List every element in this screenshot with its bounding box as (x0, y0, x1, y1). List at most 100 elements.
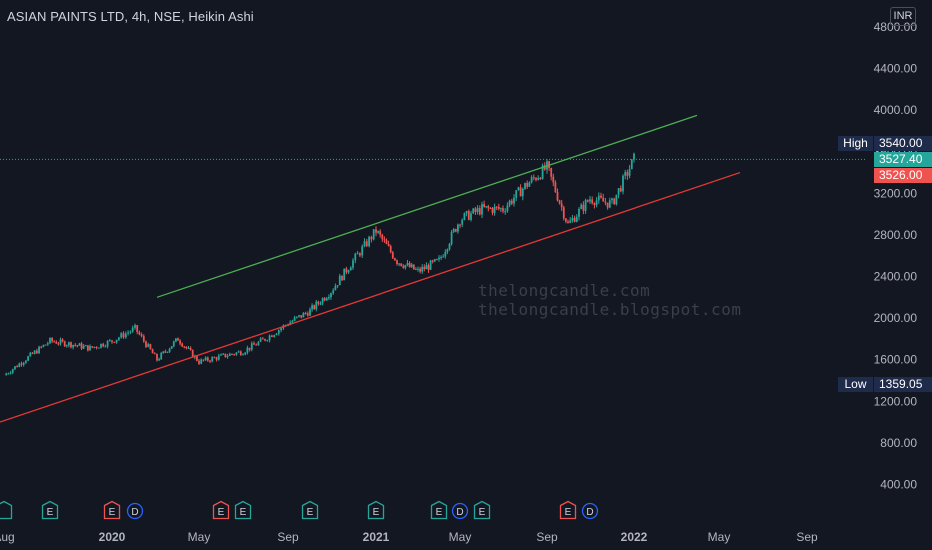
candle-body (183, 346, 186, 348)
candle-body (504, 211, 507, 213)
candle-body (628, 169, 631, 176)
earnings-event-icon[interactable]: E (367, 500, 385, 520)
candle-body (562, 207, 565, 219)
candle-body (80, 343, 83, 349)
earnings-event-icon[interactable]: E (212, 500, 230, 520)
candle-body (510, 200, 513, 204)
candle-body (370, 236, 373, 240)
trendlines[interactable] (0, 114, 741, 423)
candle-body (454, 229, 457, 232)
candle-body (483, 204, 485, 207)
candle-body (465, 211, 468, 214)
candle-body (33, 350, 36, 354)
candle-body (268, 335, 271, 341)
candle-body (29, 352, 32, 357)
y-tick-label: 800.00 (880, 436, 917, 450)
currency-badge[interactable]: INR (890, 7, 916, 26)
candles (5, 152, 635, 376)
lower-channel-trendline[interactable] (0, 171, 741, 423)
candle-body (306, 313, 309, 316)
candle-body (242, 354, 244, 356)
candle-body (111, 340, 113, 342)
candle-body (18, 363, 21, 367)
candle-body (461, 219, 464, 225)
svg-text:E: E (240, 507, 247, 518)
split-event-icon[interactable] (0, 500, 13, 520)
earnings-event-icon[interactable]: E (430, 500, 448, 520)
candle-body (481, 204, 483, 215)
candle-body (452, 229, 455, 232)
candle-body (535, 178, 537, 180)
candle-body (215, 357, 218, 360)
candle-body (134, 325, 136, 328)
candle-body (298, 315, 300, 317)
svg-text:D: D (131, 507, 138, 518)
candle-body (354, 253, 357, 261)
candle-body (381, 234, 384, 240)
y-axis[interactable]: 4800.004400.004000.003600.003200.002800.… (874, 20, 918, 491)
upper-channel-trendline[interactable] (156, 114, 698, 298)
candle-body (487, 206, 490, 209)
candle-body (448, 243, 451, 250)
candle-body (602, 197, 605, 202)
svg-text:D: D (456, 507, 463, 518)
candle-body (226, 355, 229, 358)
candle-body (233, 354, 236, 356)
candle-body (11, 369, 14, 373)
dividend-event-icon[interactable]: D (126, 502, 144, 520)
candle-body (70, 342, 72, 348)
x-axis[interactable]: Aug 2020 May Sep 2021 May Sep 2022 May Sep (0, 530, 818, 544)
earnings-event-icon[interactable]: E (473, 500, 491, 520)
candle-body (131, 327, 134, 332)
earnings-event-icon[interactable]: E (301, 500, 319, 520)
dividend-event-icon[interactable]: D (581, 502, 599, 520)
candle-body (429, 260, 432, 270)
candle-body (478, 208, 481, 215)
earnings-event-icon[interactable]: E (103, 500, 121, 520)
candle-body (147, 344, 150, 347)
candle-body (584, 200, 587, 211)
dividend-event-icon[interactable]: D (451, 502, 469, 520)
candle-body (365, 241, 368, 247)
candle-body (14, 366, 16, 370)
candle-body (275, 333, 278, 336)
candle-body (543, 165, 546, 170)
candle-body (160, 353, 163, 360)
candle-body (84, 345, 87, 347)
earnings-event-icon[interactable]: E (41, 500, 59, 520)
y-tick-label: 1600.00 (874, 353, 918, 367)
candle-body (266, 340, 269, 342)
candle-body (145, 341, 147, 347)
candle-body (89, 346, 91, 351)
svg-text:E: E (218, 507, 225, 518)
candle-body (191, 349, 194, 358)
x-tick-label: May (188, 530, 211, 544)
candle-body (377, 231, 379, 233)
y-tick-label: 2000.00 (874, 311, 918, 325)
candle-body (630, 159, 633, 170)
candle-body (213, 357, 216, 359)
candle-body (359, 253, 361, 256)
candle-body (541, 165, 544, 179)
candle-body (474, 208, 477, 212)
earnings-event-icon[interactable]: E (234, 500, 252, 520)
candle-body (46, 343, 49, 345)
candle-body (280, 328, 282, 331)
svg-text:E: E (307, 507, 314, 518)
x-tick-label: Sep (277, 530, 299, 544)
candle-body (379, 231, 382, 235)
candle-body (532, 177, 535, 179)
candle-body (334, 285, 337, 291)
candle-body (31, 352, 34, 354)
candle-body (295, 316, 298, 318)
candle-body (74, 344, 77, 346)
candle-body (321, 298, 324, 304)
candle-body (209, 360, 211, 362)
earnings-event-icon[interactable]: E (559, 500, 577, 520)
candle-body (347, 270, 350, 273)
candle-body (181, 343, 184, 347)
candle-body (586, 200, 589, 202)
